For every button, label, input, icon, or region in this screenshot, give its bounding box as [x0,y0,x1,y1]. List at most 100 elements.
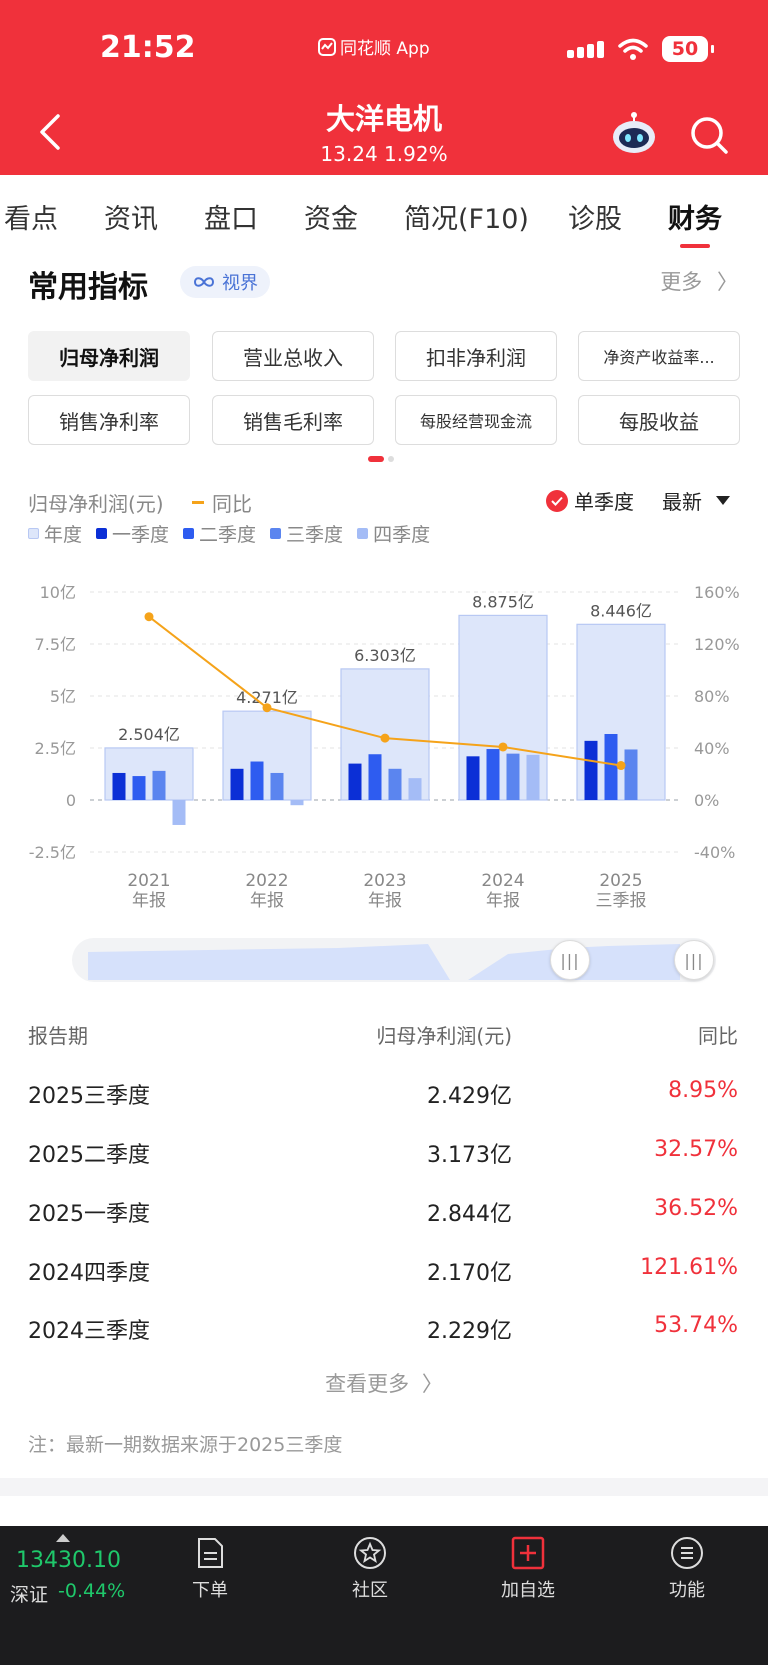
see-more-link[interactable]: 查看更多 〉 [0,1368,768,1398]
nav-order-label: 下单 [192,1580,228,1601]
y-tick-left: -2.5亿 [29,843,76,862]
stock-name: 大洋电机 [325,102,442,136]
y-tick-right: -40% [694,843,735,862]
tab-capital-flow[interactable]: 资金 [304,204,358,235]
quarter-bar [348,763,362,800]
index-name: 深证 [10,1584,49,1606]
row-period: 2025三季度 [28,1084,150,1109]
row-yoy: 121.61% [640,1255,738,1280]
metric-total-revenue[interactable]: 营业总收入 [212,331,374,381]
quarter-bar [250,761,264,800]
table-row[interactable]: 2025二季度 3.173亿 32.57% [0,1137,768,1195]
quarter-bar [230,768,244,800]
metric-gross-margin[interactable]: 销售毛利率 [212,395,374,445]
legend-q1: 一季度 [96,520,169,547]
nav-functions[interactable]: 功能 [637,1536,737,1602]
star-badge-icon [354,1537,386,1569]
annual-data-label: 2.504亿 [118,725,180,744]
view-chip-label: 视界 [222,273,258,294]
annual-data-label: 8.875亿 [472,592,534,611]
y-tick-right: 160% [694,583,740,602]
metric-pager [368,456,394,462]
legend-q3: 三季度 [270,520,343,547]
y-tick-right: 80% [694,687,730,706]
quarter-bar [624,749,638,800]
legend-q4: 四季度 [357,520,430,547]
status-app-label: 同花顺 App [318,34,430,59]
x-tick-label: 年报 [132,891,166,911]
section-title: 常用指标 [28,270,148,305]
latest-dropdown[interactable]: 最新 [662,486,730,515]
y-tick-left: 2.5亿 [35,739,76,758]
table-row[interactable]: 2025三季度 2.429亿 8.95% [0,1078,768,1136]
menu-circle-icon [671,1537,703,1569]
table-row[interactable]: 2024四季度 2.170亿 121.61% [0,1255,768,1313]
expand-up-icon[interactable] [56,1534,70,1542]
quarter-bar [466,756,480,800]
chevron-right-icon: 〉 [421,1372,443,1396]
nav-functions-label: 功能 [669,1580,705,1601]
row-period: 2025二季度 [28,1143,150,1168]
nav-add-watchlist[interactable]: 加自选 [478,1536,578,1602]
net-profit-chart[interactable]: 10亿 160% 7.5亿 120% 5亿 80% 2.5亿 40% 0 0% -2.5亿 -40% 2… [0,570,768,920]
document-icon [198,1538,223,1568]
more-link[interactable]: 更多 〉 [660,266,738,296]
yoy-legend: 同比 [192,488,252,517]
index-value[interactable]: 13430.10 [16,1548,121,1573]
row-value: 3.173亿 [427,1143,512,1168]
chevron-right-icon: 〉 [717,270,738,294]
single-quarter-toggle[interactable]: 单季度 [546,486,634,515]
app-name: 同花顺 App [340,39,430,59]
range-handle-end[interactable]: ||| [674,940,714,980]
battery-icon: 50 [662,36,714,62]
nav-community[interactable]: 社区 [320,1536,420,1602]
yoy-legend-label: 同比 [212,492,252,516]
metric-operating-cashflow-per-share[interactable]: 每股经营现金流 [395,395,557,445]
latest-label: 最新 [662,490,702,514]
table-header-period: 报告期 [28,1024,88,1048]
row-yoy: 36.52% [654,1196,738,1221]
row-yoy: 8.95% [668,1078,738,1103]
back-arrow-icon[interactable] [36,112,66,152]
legend-annual: 年度 [28,520,82,547]
search-icon[interactable] [690,116,730,156]
nav-order[interactable]: 下单 [160,1536,260,1602]
tab-news[interactable]: 资讯 [104,204,158,235]
metric-eps[interactable]: 每股收益 [578,395,740,445]
tab-highlights[interactable]: 看点 [4,204,58,235]
stock-price: 13.24 [320,142,378,166]
metric-net-profit-parent[interactable]: 归母净利润 [28,331,190,381]
yoy-point [380,733,390,743]
row-value: 2.170亿 [427,1261,512,1286]
app-header: 21:52 同花顺 App 50 大洋电机 13.24 1.92% [0,0,768,175]
quarter-bar [368,754,382,800]
quarter-bar [526,754,540,800]
infinity-icon [193,277,215,287]
quarter-bar [270,772,284,800]
view-chip[interactable]: 视界 [180,266,270,298]
table-row[interactable]: 2024三季度 2.229亿 53.74% [0,1313,768,1371]
yoy-line-swatch [192,501,204,504]
row-period: 2025一季度 [28,1202,150,1227]
tab-diagnosis[interactable]: 诊股 [568,204,622,235]
x-tick-label: 2023 [363,871,406,891]
wifi-icon [618,38,648,60]
nav-community-label: 社区 [352,1580,388,1601]
metric-roe[interactable]: 净资产收益率... [578,331,740,381]
x-tick-label: 2024 [481,871,524,891]
y-tick-right: 40% [694,739,730,758]
single-quarter-label: 单季度 [574,490,634,514]
metric-deducted-net-profit[interactable]: 扣非净利润 [395,331,557,381]
tab-f10[interactable]: 简况(F10) [404,204,529,235]
metric-net-margin[interactable]: 销售净利率 [28,395,190,445]
signal-icon [567,40,604,58]
tab-order-book[interactable]: 盘口 [204,204,258,235]
quarter-bar [486,749,500,800]
y-tick-left: 10亿 [40,583,76,602]
table-header-yoy: 同比 [698,1024,738,1048]
assistant-robot-icon[interactable] [612,112,656,154]
table-row[interactable]: 2025一季度 2.844亿 36.52% [0,1196,768,1254]
range-handle-start[interactable]: ||| [550,940,590,980]
quarter-bar [604,734,618,800]
tab-finance[interactable]: 财务 [668,204,722,235]
